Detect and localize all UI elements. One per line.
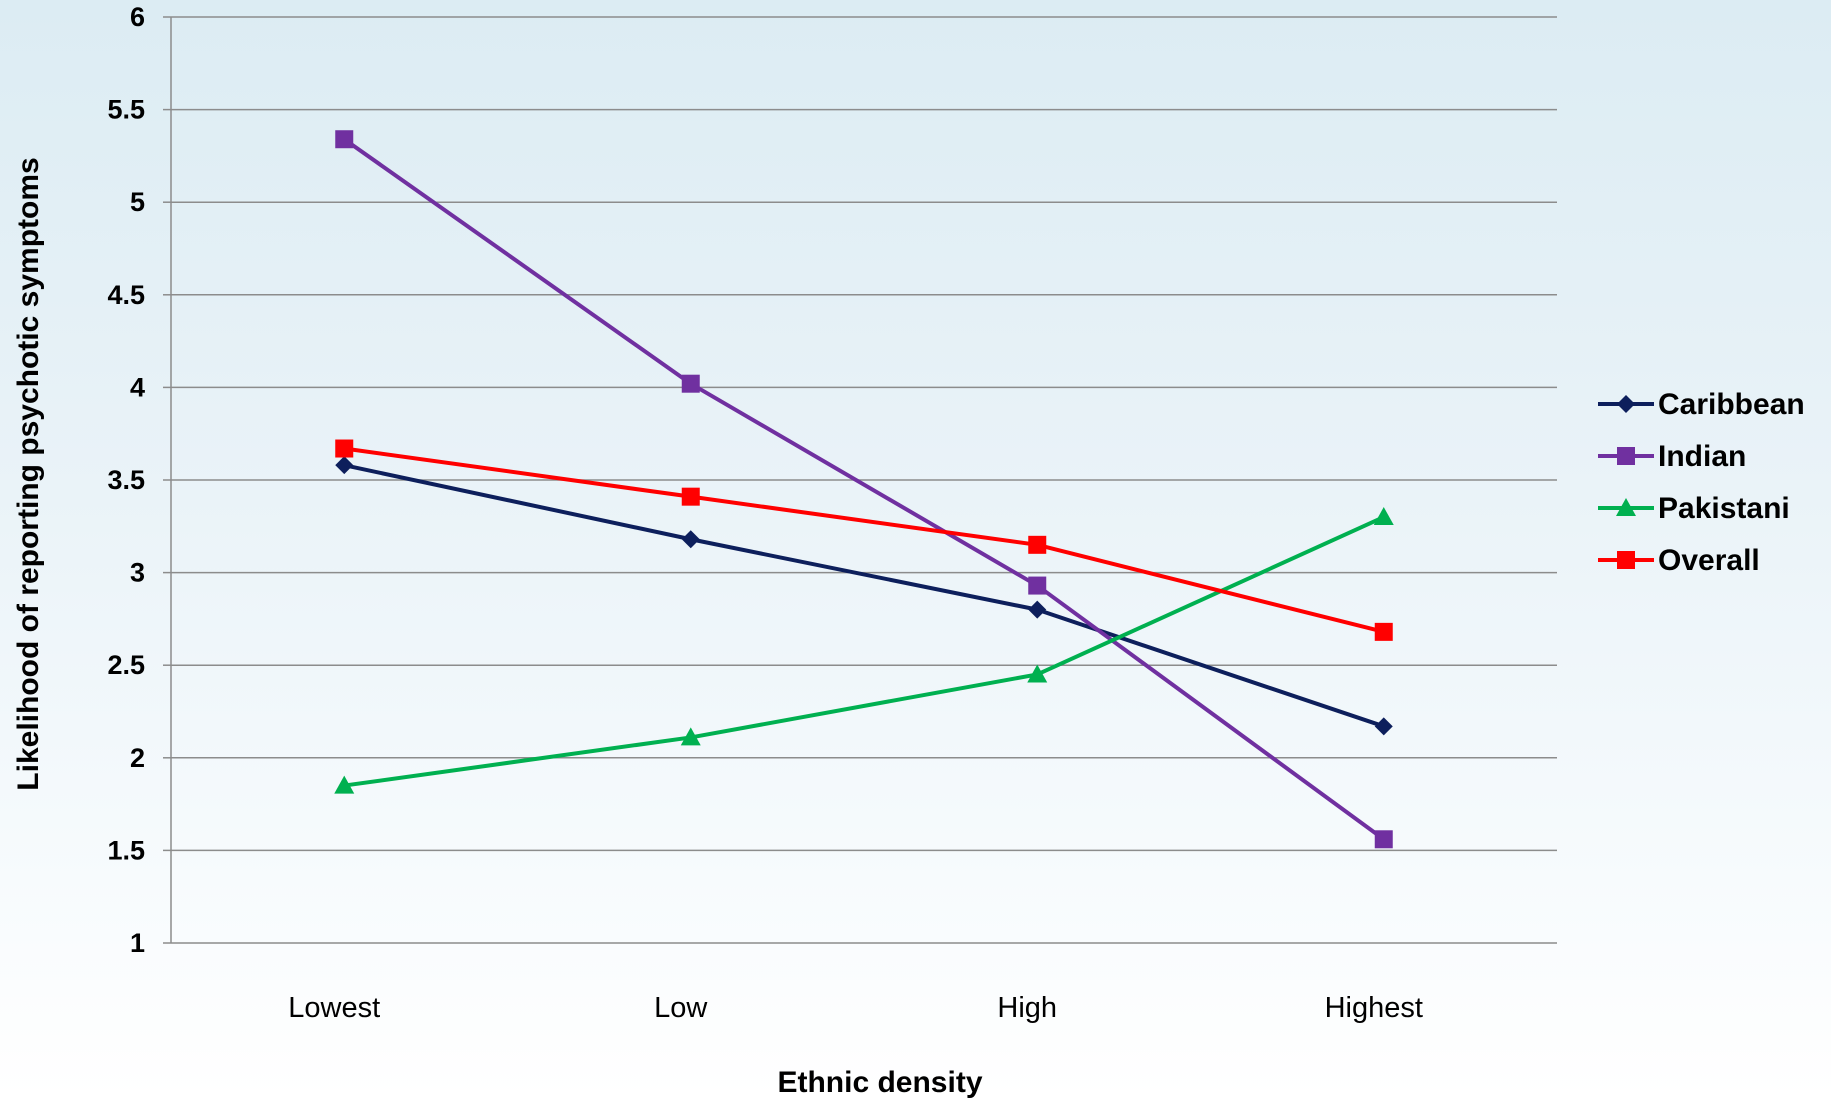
data-point-overall — [681, 487, 700, 506]
data-point-pakistani — [334, 775, 355, 794]
y-tick-label: 4.5 — [107, 280, 145, 310]
series-line-pakistani — [343, 515, 1385, 788]
x-tick-label: Highest — [1325, 992, 1423, 1024]
legend-label-pakistani: Pakistani — [1658, 492, 1790, 525]
gridlines — [171, 16, 1557, 944]
series-line-caribbean — [343, 463, 1385, 729]
y-tick-label: 5 — [130, 187, 145, 217]
y-tick-label: 2.5 — [107, 650, 145, 680]
data-point-indian — [1028, 576, 1047, 595]
legend-marker-overall — [1617, 551, 1635, 569]
series-line-indian — [343, 137, 1385, 841]
y-tick-label: 3.5 — [107, 465, 145, 495]
legend-label-overall: Overall — [1658, 544, 1760, 577]
x-axis-title: Ethnic density — [777, 1066, 982, 1098]
data-point-indian — [1374, 830, 1393, 849]
y-tick-label: 6 — [130, 2, 145, 32]
data-point-pakistani — [1373, 507, 1394, 526]
legend-marker-pakistani — [1616, 498, 1636, 516]
data-point-caribbean — [1028, 600, 1047, 619]
axes — [163, 16, 172, 944]
data-point-overall — [335, 439, 354, 458]
x-tick-labels: Lowest Low High Highest — [288, 992, 1423, 1024]
y-tick-label: 4 — [130, 372, 145, 402]
data-point-overall — [1028, 535, 1047, 554]
data-point-caribbean — [335, 456, 354, 475]
data-point-pakistani — [680, 727, 701, 746]
data-point-overall — [1374, 622, 1393, 641]
series-markers — [334, 130, 1394, 849]
legend: Caribbean Indian Pakistani Overall — [1598, 388, 1805, 577]
y-tick-labels: 1 1.5 2 2.5 3 3.5 4 4.5 5 5.5 6 — [107, 2, 145, 958]
data-point-indian — [681, 374, 700, 393]
y-tick-label: 3 — [130, 558, 145, 588]
legend-label-indian: Indian — [1658, 440, 1746, 473]
legend-marker-caribbean — [1617, 395, 1635, 413]
x-tick-label: High — [997, 992, 1057, 1024]
x-tick-label: Lowest — [288, 992, 380, 1024]
y-tick-label: 2 — [130, 743, 145, 773]
data-point-pakistani — [1027, 664, 1048, 683]
data-point-caribbean — [681, 530, 700, 549]
data-point-caribbean — [1374, 717, 1393, 736]
x-tick-label: Low — [654, 992, 708, 1024]
y-tick-label: 1.5 — [107, 835, 145, 865]
legend-label-caribbean: Caribbean — [1658, 388, 1805, 421]
series-lines — [343, 137, 1385, 841]
y-axis-title: Likelihood of reporting psychotic sympto… — [12, 157, 45, 790]
data-point-indian — [335, 130, 354, 149]
series-line-overall — [343, 446, 1385, 634]
y-tick-label: 5.5 — [107, 95, 145, 125]
legend-marker-indian — [1617, 447, 1635, 465]
y-tick-label: 1 — [130, 928, 145, 958]
